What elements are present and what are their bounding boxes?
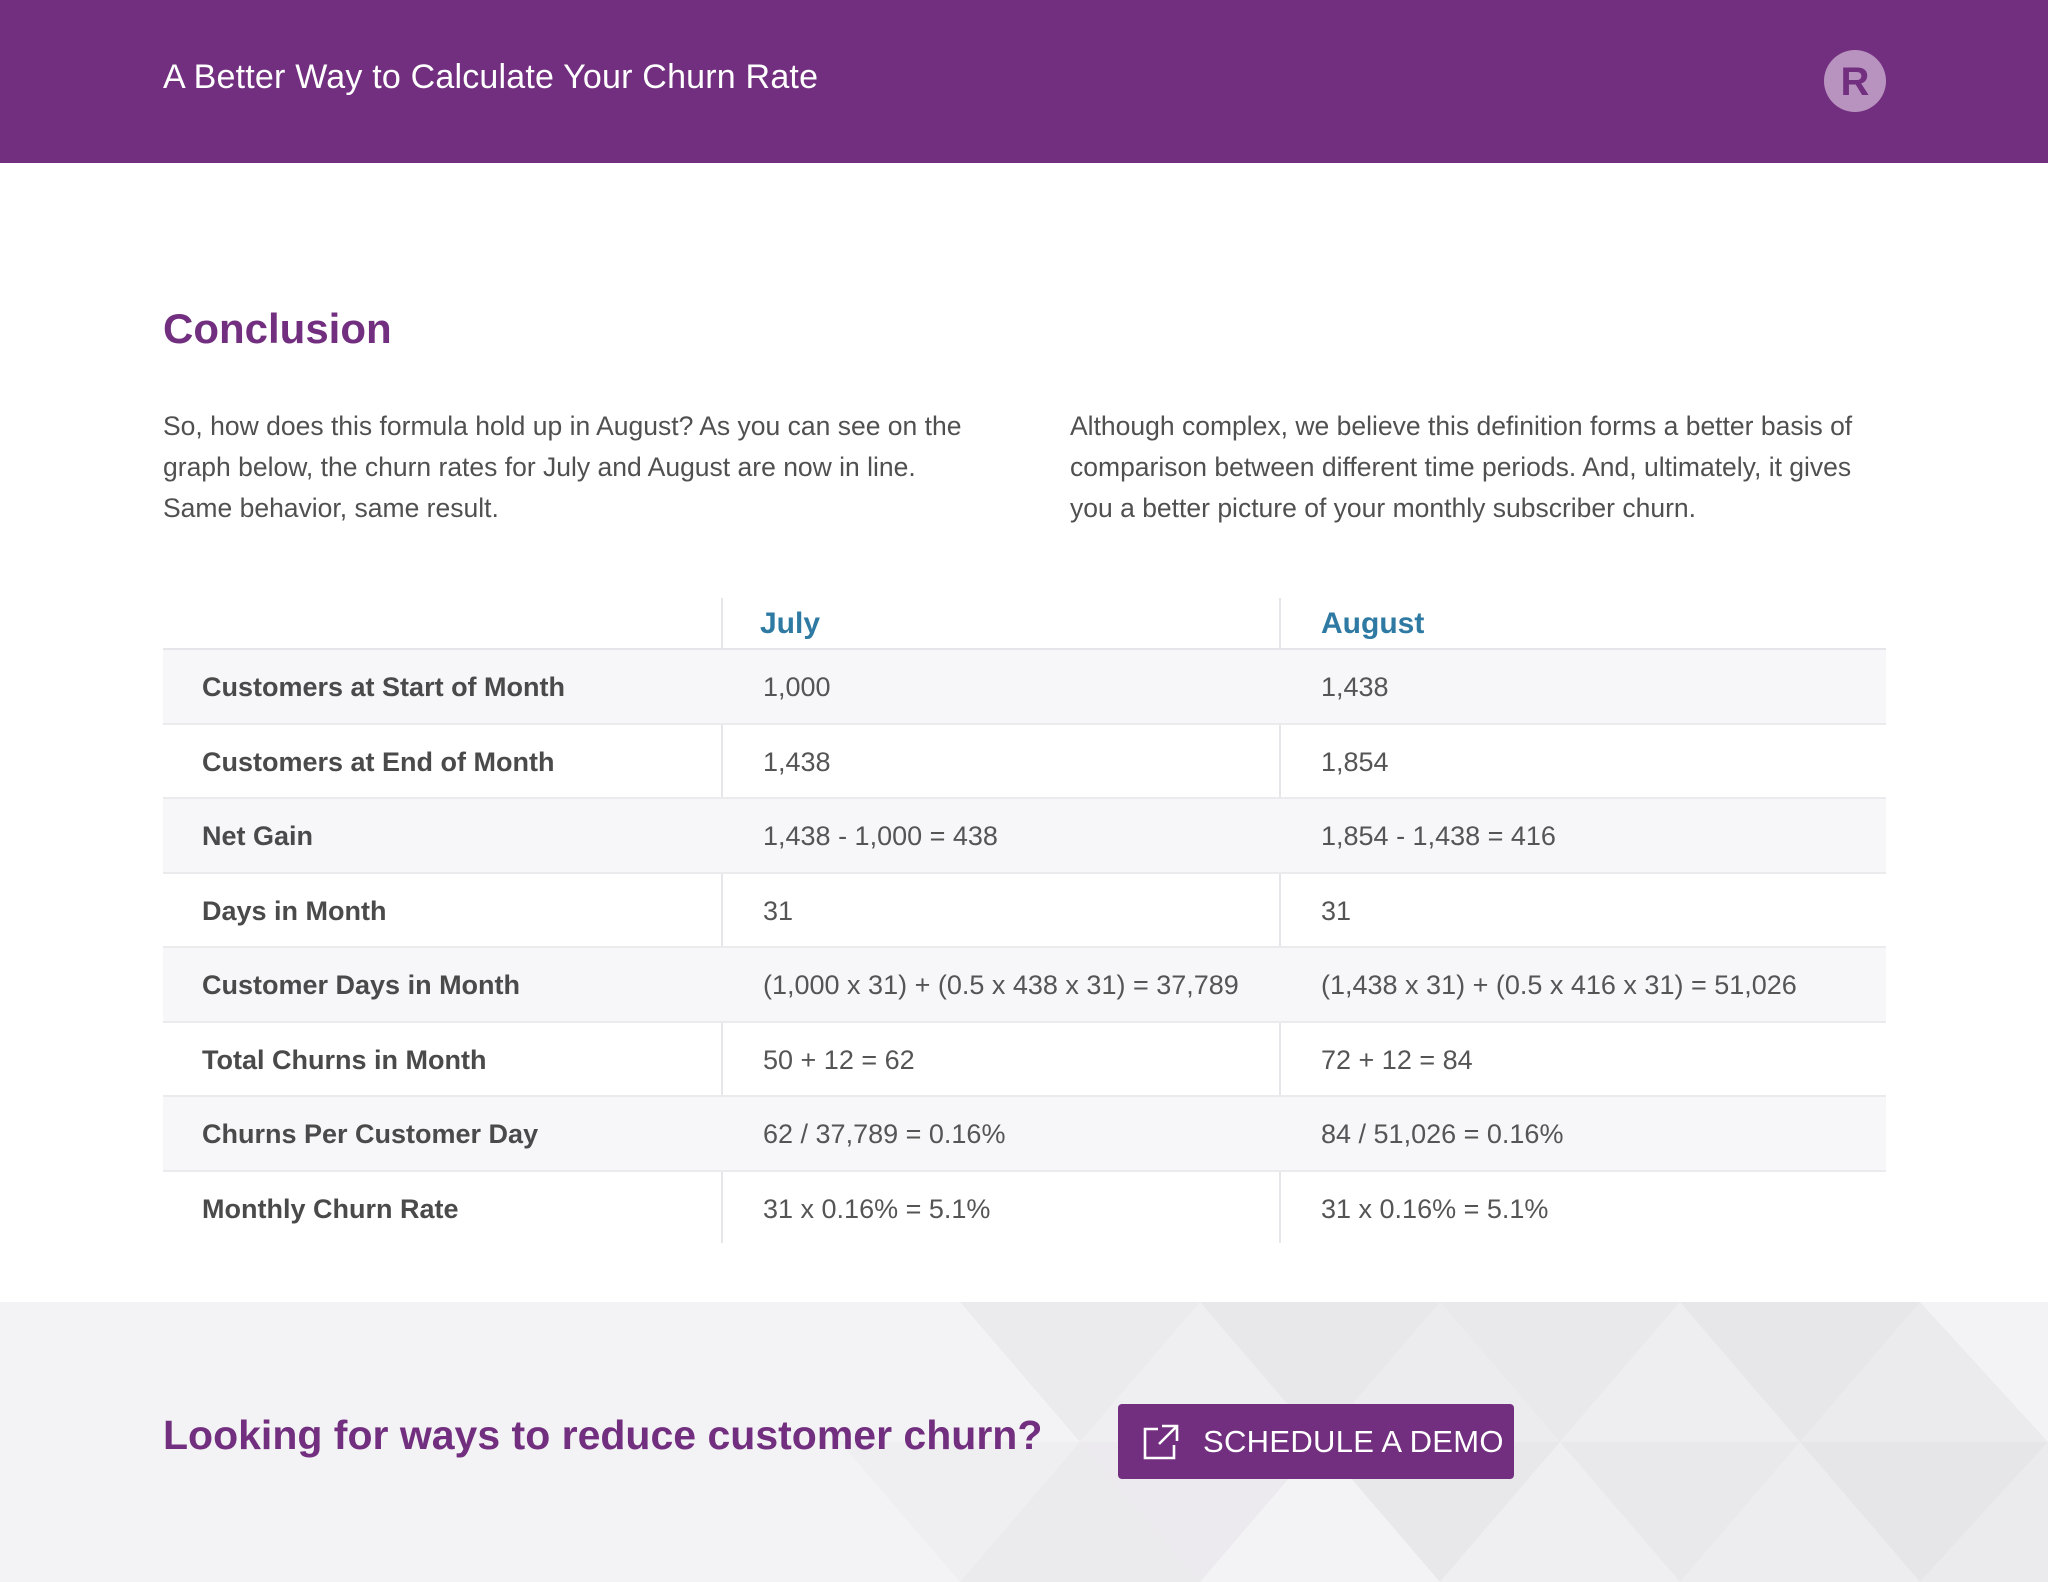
cell-july: 50 + 12 = 62 — [763, 1044, 915, 1075]
page-header: A Better Way to Calculate Your Churn Rat… — [0, 0, 2048, 163]
row-label: Customer Days in Month — [202, 970, 521, 1000]
table-row: Customer Days in Month (1,000 x 31) + (0… — [163, 948, 1886, 1023]
cta-footer: Looking for ways to reduce customer chur… — [0, 1302, 2048, 1582]
external-link-icon — [1143, 1424, 1179, 1460]
row-label: Total Churns in Month — [202, 1044, 487, 1075]
cell-july: 62 / 37,789 = 0.16% — [763, 1119, 1006, 1149]
churn-comparison-table: July August Customers at Start of Month … — [163, 598, 1886, 1246]
row-label: Days in Month — [202, 895, 387, 926]
table-row: Customers at End of Month 1,438 1,854 — [163, 725, 1886, 799]
table-row: Monthly Churn Rate 31 x 0.16% = 5.1% 31 … — [163, 1172, 1886, 1247]
recurly-r-logo-icon: R — [1824, 50, 1886, 112]
row-label: Customers at Start of Month — [202, 672, 566, 702]
cell-july: 1,000 — [763, 672, 831, 702]
column-divider — [721, 598, 723, 1243]
cell-july: 31 — [763, 895, 794, 926]
table-row: Churns Per Customer Day 62 / 37,789 = 0.… — [163, 1097, 1886, 1172]
cell-august: 1,854 - 1,438 = 416 — [1321, 821, 1556, 851]
cell-july: (1,000 x 31) + (0.5 x 438 x 31) = 37,789 — [763, 970, 1239, 1000]
schedule-demo-button[interactable]: SCHEDULE A DEMO — [1118, 1404, 1514, 1479]
row-label: Net Gain — [202, 821, 314, 851]
column-header-july: July — [760, 607, 821, 640]
cell-august: 31 x 0.16% = 5.1% — [1321, 1193, 1549, 1224]
table-header-row: July August — [163, 598, 1886, 650]
svg-text:R: R — [1841, 60, 1870, 104]
paragraph-right: Although complex, we believe this defini… — [1070, 411, 1853, 523]
header-title: A Better Way to Calculate Your Churn Rat… — [163, 58, 819, 96]
table-row: Net Gain 1,438 - 1,000 = 438 1,854 - 1,4… — [163, 799, 1886, 874]
cell-july: 1,438 — [763, 746, 831, 777]
cell-august: 1,438 — [1321, 672, 1389, 702]
column-header-august: August — [1321, 607, 1425, 640]
table-row: Days in Month 31 31 — [163, 874, 1886, 948]
column-divider — [1279, 598, 1281, 1243]
schedule-demo-label: SCHEDULE A DEMO — [1203, 1424, 1504, 1459]
table-row: Total Churns in Month 50 + 12 = 62 72 + … — [163, 1023, 1886, 1097]
row-label: Churns Per Customer Day — [202, 1119, 539, 1149]
cell-august: 31 — [1321, 895, 1352, 926]
cell-july: 31 x 0.16% = 5.1% — [763, 1193, 991, 1224]
cta-heading: Looking for ways to reduce customer chur… — [163, 1412, 1043, 1458]
cell-august: (1,438 x 31) + (0.5 x 416 x 31) = 51,026 — [1321, 970, 1797, 1000]
table-row: Customers at Start of Month 1,000 1,438 — [163, 650, 1886, 725]
cell-july: 1,438 - 1,000 = 438 — [763, 821, 998, 851]
cell-august: 84 / 51,026 = 0.16% — [1321, 1119, 1564, 1149]
cell-august: 72 + 12 = 84 — [1321, 1044, 1473, 1075]
section-title: Conclusion — [163, 305, 392, 352]
row-label: Monthly Churn Rate — [202, 1193, 459, 1224]
paragraph-left: So, how does this formula hold up in Aug… — [163, 411, 962, 523]
row-label: Customers at End of Month — [202, 746, 555, 777]
cell-august: 1,854 — [1321, 746, 1389, 777]
